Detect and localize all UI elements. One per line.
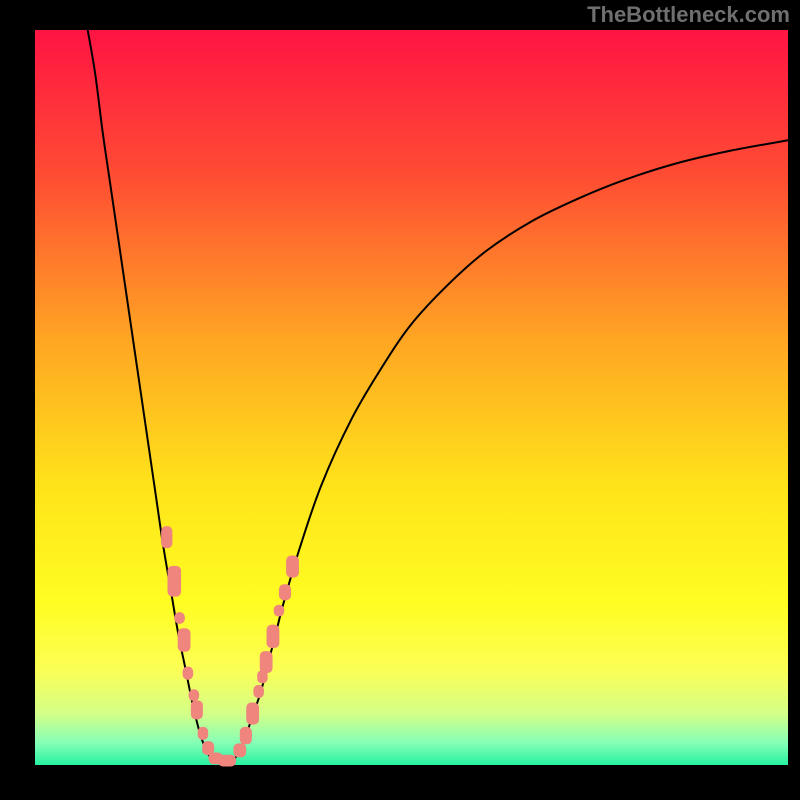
data-marker [260,651,273,673]
watermark-text: TheBottleneck.com [587,2,790,27]
data-marker [253,685,264,698]
data-marker [191,700,203,719]
data-marker [218,755,236,767]
data-marker [274,605,285,617]
data-marker [174,612,185,624]
data-marker [161,526,172,548]
bottleneck-chart: TheBottleneck.com [0,0,800,800]
data-marker [267,625,280,649]
data-marker [246,703,259,725]
data-marker [233,743,246,757]
data-marker [178,628,191,652]
data-marker [286,556,299,578]
data-marker [240,727,252,745]
data-marker [279,584,291,600]
data-marker [189,689,200,701]
data-marker [168,566,182,597]
data-marker [198,727,209,740]
data-marker [183,667,194,680]
plot-background [35,30,788,765]
